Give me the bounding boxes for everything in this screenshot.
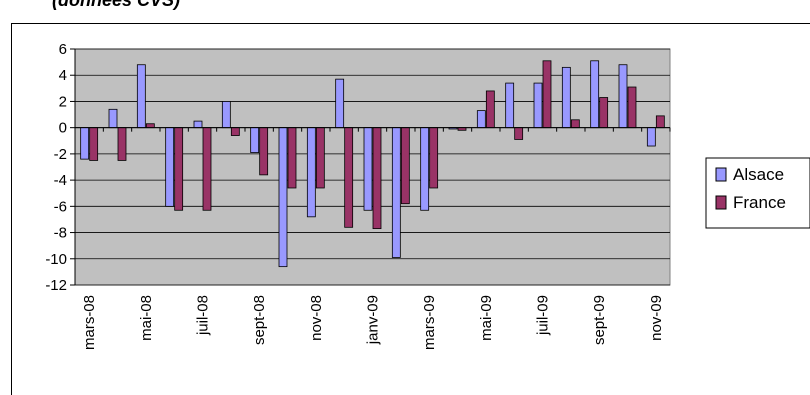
bar-alsace-juin-08 [165,127,175,207]
legend-swatch-france [715,195,727,210]
x-tick-label: mars-09 [421,295,438,350]
bar-france-déc-08 [344,127,354,228]
x-axis: mars-08 mai-08 juil-08 sept-08 nov-08 janv-09… [74,127,671,350]
chart-caption: (données CVS) [52,0,181,10]
y-tick-label: 2 [59,93,67,110]
x-tick-label: mai-08 [138,295,155,341]
bar-france-mai-08 [145,123,155,129]
legend-swatch-alsace [715,167,727,182]
bar-alsace-août-09 [561,66,571,129]
bar-alsace-févr-09 [391,127,401,258]
y-tick-label: -12 [45,277,67,294]
x-tick-label: janv-09 [365,295,382,345]
bar-france-mars-08 [89,127,99,161]
plot-area [74,48,671,286]
y-tick-label: 0 [59,120,67,137]
legend: Alsace France [705,157,810,229]
x-tick-label: sept-09 [591,295,608,345]
bar-france-juil-08 [202,127,212,211]
bar-alsace-nov-08 [306,127,316,218]
y-tick-label: 4 [59,67,67,84]
y-tick-label: -2 [54,146,67,163]
y-tick-label: -8 [54,225,67,242]
bar-france-août-09 [570,119,580,129]
bar-alsace-oct-08 [278,127,288,268]
y-tick-label: 6 [59,41,67,58]
x-tick-label: juil-09 [535,295,552,336]
bar-france-sept-09 [599,97,609,129]
bar-alsace-mai-08 [136,64,146,129]
legend-label-france: France [733,193,786,212]
bar-alsace-sept-09 [590,60,600,129]
bar-alsace-sept-08 [250,127,260,153]
bar-alsace-mai-09 [476,110,486,129]
bar-alsace-juin-09 [505,82,515,129]
bar-alsace-mars-09 [420,127,430,211]
bar-france-avr-08 [117,127,127,161]
y-tick-label: -4 [54,172,67,189]
x-tick-label: sept-08 [251,295,268,345]
bar-france-nov-08 [315,127,325,189]
x-tick-label: mars-08 [81,295,98,350]
bar-france-mai-09 [485,90,495,129]
y-tick-label: -6 [54,198,67,215]
bar-france-oct-09 [627,86,637,129]
y-tick-label: -10 [45,251,67,268]
bar-france-juil-09 [542,60,552,129]
bar-france-juin-09 [514,127,524,140]
bar-france-janv-09 [372,127,382,230]
bar-alsace-avr-08 [108,108,118,129]
bar-alsace-nov-09 [646,127,656,147]
bar-france-nov-09 [655,115,665,129]
bar-alsace-juil-09 [533,82,543,129]
bar-alsace-déc-08 [335,78,345,129]
bar-alsace-mars-08 [80,127,90,160]
bar-france-sept-08 [259,127,269,176]
bar-france-févr-09 [400,127,410,205]
bar-france-juin-08 [174,127,184,211]
bar-alsace-janv-09 [363,127,373,211]
x-tick-label: nov-08 [308,295,325,341]
x-tick-label: juil-08 [195,295,212,336]
x-tick-label: nov-09 [648,295,665,341]
x-tick-label: mai-09 [478,295,495,341]
bar-france-mars-09 [429,127,439,189]
bar-alsace-oct-09 [618,64,628,129]
bar-alsace-août-08 [221,101,231,129]
bars [80,60,665,268]
bar-france-août-08 [230,127,240,136]
legend-label-alsace: Alsace [733,165,784,184]
y-axis: 6 4 2 0 -2 -4 -6 -8 -10 -12 [45,41,76,294]
chart-frame [11,23,810,395]
bar-france-oct-08 [287,127,297,189]
bar-alsace-juil-08 [193,120,203,129]
